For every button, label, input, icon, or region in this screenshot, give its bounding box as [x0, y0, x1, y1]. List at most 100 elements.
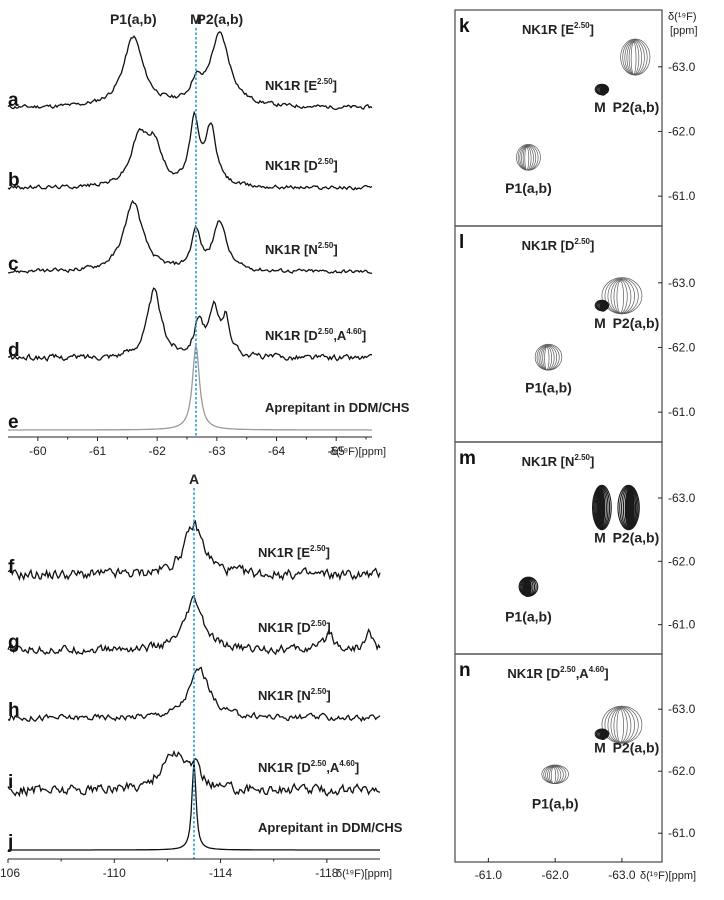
contour-peak: [604, 706, 639, 744]
contour-peak: [616, 280, 624, 314]
spectrum-trace-e: [8, 345, 372, 431]
y-tick-label: -62.0: [668, 340, 696, 354]
contour-frame-m: [454, 441, 663, 655]
trace-label-j: Aprepitant in DDM/CHS: [258, 820, 403, 835]
contour-peak: [613, 280, 628, 314]
contour-peak: [613, 708, 628, 743]
panel-f-j: f NK1R [E2.50] g NK1R [D2.50] h NK1R [N2.50] i…: [0, 471, 403, 880]
y-tick-label: -62.0: [668, 124, 696, 138]
y-tick-label: -63.0: [668, 60, 696, 74]
x2d-axis-label: δ(¹⁹F)[ppm]: [640, 870, 696, 882]
trace-label-e: Aprepitant in DDM/CHS: [265, 400, 410, 415]
peak-label-1: M: [190, 11, 202, 27]
contour-frame-l: [454, 225, 663, 443]
contour-letter-n: n: [459, 660, 471, 681]
trace-letter-j: j: [7, 832, 13, 853]
panel-k-n: k NK1R [E2.50] -63.0 -62.0 -61.0 M P2(a,b) P1(a…: [454, 9, 698, 882]
contour-peak: [602, 301, 606, 312]
contour-peak: [524, 579, 529, 597]
trace-letter-d: d: [8, 340, 20, 361]
x-tick-label: -60: [29, 444, 47, 458]
trace-label-b: NK1R [D2.50]: [265, 157, 338, 173]
contour-peak: [630, 42, 637, 75]
x2d-tick-label: -63.0: [608, 868, 636, 882]
contour-title-k: NK1R [E2.50]: [522, 21, 594, 37]
contour-peak: [602, 85, 606, 96]
trace-label-f: NK1R [E2.50]: [258, 544, 330, 560]
x-tick-label: -62: [149, 444, 167, 458]
contour-title-l: NK1R [D2.50]: [522, 237, 595, 253]
y-tick-label: -62.0: [668, 764, 696, 778]
x2d-tick-label: -61.0: [475, 868, 503, 882]
contour-label-p1: P1(a,b): [525, 380, 572, 396]
trace-letter-c: c: [8, 254, 19, 275]
contour-label-p1: P1(a,b): [505, 180, 552, 196]
x-tick-label: -106: [0, 866, 20, 880]
spectrum-trace-f: [7, 519, 381, 582]
trace-letter-e: e: [8, 412, 19, 433]
spectrum-trace-c: [7, 199, 373, 274]
contour-peak: [549, 766, 559, 785]
contour-letter-l: l: [459, 232, 464, 253]
trace-label-h: NK1R [N2.50]: [258, 687, 331, 703]
trace-letter-b: b: [8, 170, 20, 191]
contour-peak: [628, 488, 633, 529]
y-tick-label: -61.0: [668, 826, 696, 840]
contour-title-n: NK1R [D2.50,A4.60]: [507, 665, 608, 681]
contour-peak: [598, 488, 603, 529]
y-tick-label: -63.0: [668, 491, 696, 505]
y-tick-label: -63.0: [668, 276, 696, 290]
x-tick-label: -118: [315, 866, 338, 880]
x-tick-label: -64: [268, 444, 286, 458]
trace-label-c: NK1R [N2.50]: [265, 241, 338, 257]
trace-letter-g: g: [8, 632, 20, 653]
contour-title-m: NK1R [N2.50]: [522, 453, 595, 469]
trace-label-d: NK1R [D2.50,A4.60]: [265, 327, 366, 343]
contour-label-p1: P1(a,b): [532, 795, 579, 811]
trace-letter-a: a: [8, 90, 19, 111]
contour-peak: [522, 146, 532, 171]
contour-peak: [628, 41, 640, 75]
panel-a-e: a NK1R [E2.50] b NK1R [D2.50] c NK1R [N2.50] d…: [7, 11, 410, 458]
trace-letter-h: h: [8, 700, 20, 721]
contour-label-p2: P2(a,b): [613, 99, 660, 115]
contour-label-p2: P2(a,b): [613, 315, 660, 331]
y-tick-label: -61.0: [668, 189, 696, 203]
trace-label-a: NK1R [E2.50]: [265, 77, 337, 93]
contour-label-m: M: [594, 740, 606, 756]
contour-label-p1: P1(a,b): [505, 609, 552, 625]
spectrum-trace-b: [7, 110, 373, 191]
contour-label-m: M: [594, 99, 606, 115]
spectrum-trace-d: [7, 287, 373, 362]
contour-peak: [550, 767, 557, 785]
contour-label-p2: P2(a,b): [613, 740, 660, 756]
y-tick-label: -62.0: [668, 554, 696, 568]
x-tick-label: -110: [103, 866, 126, 880]
y-tick-label: -63.0: [668, 702, 696, 716]
x-axis-label: δ(¹⁹F)[ppm]: [336, 868, 392, 880]
contour-peak: [604, 277, 639, 314]
peak-label-0: P1(a,b): [110, 11, 157, 27]
x-axis-label: δ(¹⁹F)[ppm]: [330, 446, 386, 458]
contour-letter-k: k: [459, 16, 470, 37]
x-tick-label: -63: [208, 444, 226, 458]
contour-letter-m: m: [459, 448, 476, 469]
contour-frame-n: [454, 653, 663, 863]
x-tick-label: -114: [209, 866, 232, 880]
contour-label-p2: P2(a,b): [613, 529, 660, 545]
contour-label-m: M: [594, 529, 606, 545]
y-tick-label: -61.0: [668, 405, 696, 419]
spectrum-trace-a: [7, 31, 373, 111]
spectrum-trace-g: [7, 594, 381, 656]
contour-peak: [602, 730, 606, 741]
contour-peak: [616, 709, 624, 743]
y2d-axis-unit: [ppm]: [670, 25, 698, 37]
x-tick-label: -61: [89, 444, 107, 458]
x2d-tick-label: -62.0: [541, 868, 569, 882]
peak-label-2: P2(a,b): [196, 11, 243, 27]
contour-peak: [542, 346, 552, 371]
contour-label-m: M: [594, 315, 606, 331]
trace-letter-f: f: [8, 557, 15, 578]
trace-letter-i: i: [8, 772, 13, 793]
